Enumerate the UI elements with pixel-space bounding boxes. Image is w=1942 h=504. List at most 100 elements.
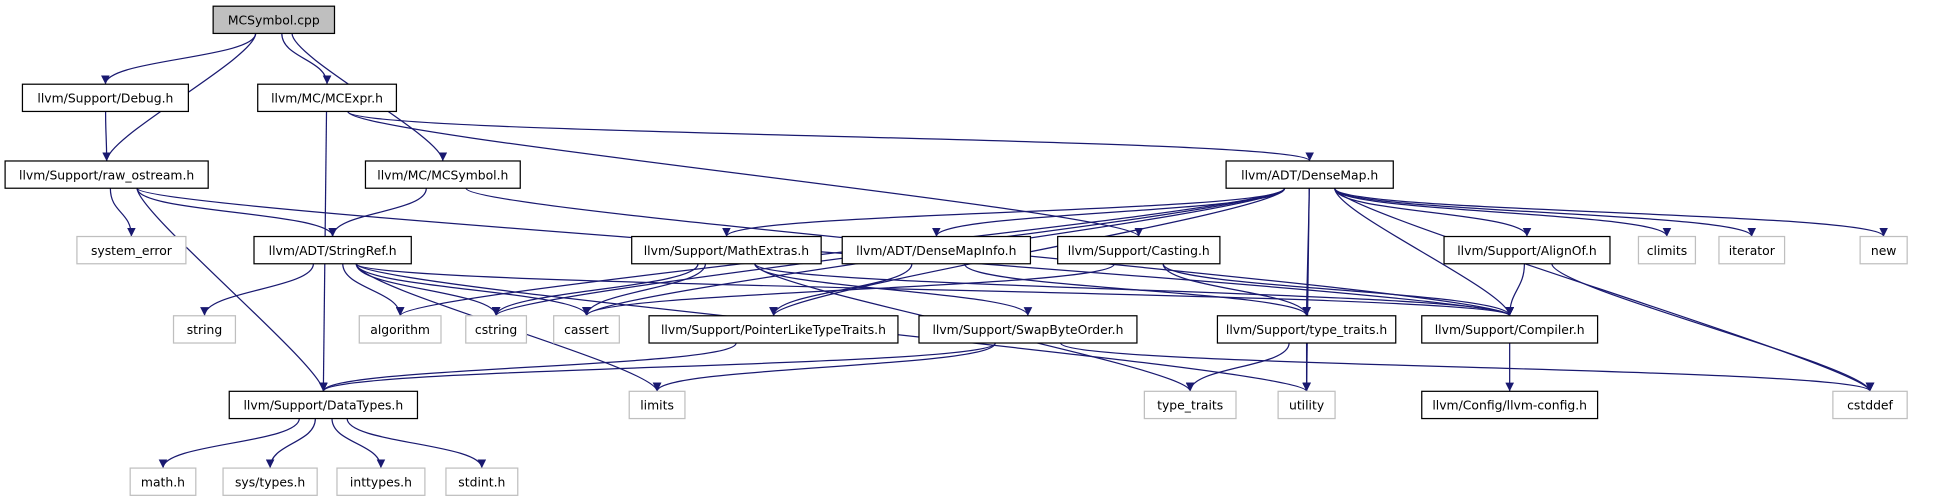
edge — [1334, 187, 1875, 392]
node-box — [1443, 235, 1611, 265]
node-box — [257, 83, 398, 113]
node-label: cassert — [564, 323, 609, 337]
node-box — [918, 315, 1138, 344]
edge — [102, 111, 111, 161]
node-box — [364, 160, 521, 189]
edge — [346, 418, 487, 469]
node-label: stdint.h — [458, 475, 505, 489]
edge — [722, 187, 1286, 238]
edge — [158, 418, 300, 469]
node-label: math.h — [141, 475, 185, 489]
node-label: llvm/Support/Casting.h — [1068, 244, 1210, 258]
node-box — [631, 235, 822, 265]
edge — [200, 263, 315, 316]
edge — [319, 342, 737, 392]
node-box — [253, 235, 412, 265]
node-label: llvm/ADT/StringRef.h — [269, 244, 397, 258]
node-label: llvm/Support/type_traits.h — [1226, 323, 1387, 337]
edge — [963, 263, 1311, 317]
node-label: sys/types.h — [235, 475, 305, 489]
node-box — [172, 315, 237, 344]
node-label: MCSymbol.cpp — [228, 14, 320, 28]
edge — [109, 188, 136, 237]
edge — [582, 263, 1116, 317]
edge — [1334, 188, 1514, 316]
edge — [355, 263, 1514, 317]
node-label: llvm/Support/PointerLikeTypeTraits.h — [661, 323, 886, 337]
node-label: llvm/Support/MathExtras.h — [644, 244, 809, 258]
node-label: system_error — [91, 244, 173, 258]
node-label: inttypes.h — [350, 475, 412, 489]
edge — [355, 263, 591, 317]
edge — [1334, 187, 1888, 238]
nodes: MCSymbol.cpp llvm/Support/Debug.h llvm/MC/… — [4, 5, 1908, 496]
edge — [265, 418, 316, 469]
edge — [319, 342, 996, 392]
edge — [136, 188, 337, 237]
edge — [347, 110, 1143, 238]
edge — [1302, 188, 1311, 316]
node-box — [76, 235, 187, 265]
edge — [1334, 188, 1532, 237]
node-label: llvm/Support/SwapByteOrder.h — [932, 323, 1123, 337]
node-box — [1859, 235, 1908, 265]
node-label: llvm/Support/DataTypes.h — [243, 399, 403, 413]
edge — [328, 188, 427, 237]
node-box — [1143, 390, 1237, 420]
edge — [331, 418, 386, 469]
edge — [281, 33, 332, 85]
node-label: llvm/Support/raw_ostream.h — [19, 168, 194, 182]
edge — [101, 33, 257, 85]
edge — [754, 263, 1033, 317]
edge — [136, 188, 328, 392]
edge — [652, 342, 996, 392]
node-label: llvm/MC/MCExpr.h — [271, 92, 383, 106]
edge — [1060, 342, 1875, 392]
node-box — [336, 467, 426, 496]
node-label: llvm/Support/Debug.h — [37, 92, 173, 106]
edge — [347, 110, 1314, 162]
node-label: llvm/ADT/DenseMapInfo.h — [856, 244, 1016, 258]
node-label: utility — [1289, 399, 1324, 413]
node-label: string — [187, 323, 223, 337]
node-box — [465, 315, 528, 344]
edge — [1334, 187, 1672, 237]
node-box — [222, 467, 318, 496]
node-label: llvm/Config/llvm-config.h — [1432, 399, 1587, 413]
node-label: new — [1871, 244, 1897, 258]
node-label: llvm/MC/MCSymbol.h — [377, 168, 508, 182]
node-label: llvm/ADT/DenseMap.h — [1241, 168, 1378, 182]
edge — [136, 187, 1514, 317]
node-label: cstddef — [1847, 399, 1893, 413]
node-box — [1277, 390, 1336, 420]
node-label: type_traits — [1157, 399, 1223, 413]
edge — [1162, 263, 1311, 316]
node-box — [21, 83, 189, 113]
node-label: llvm/Support/AlignOf.h — [1457, 244, 1597, 258]
node-box — [1225, 160, 1394, 189]
node-box — [1421, 390, 1599, 420]
node-box — [358, 315, 442, 344]
node-box — [553, 315, 620, 344]
edge — [1185, 342, 1290, 392]
edge — [1162, 263, 1514, 317]
node-box — [648, 315, 899, 344]
node-label: llvm/Support/Compiler.h — [1435, 323, 1585, 337]
node-label: algorithm — [370, 323, 430, 337]
node-box — [445, 467, 519, 496]
node-box — [228, 390, 419, 420]
node-box — [1637, 235, 1697, 265]
edge — [491, 263, 699, 316]
edge — [1551, 263, 1875, 392]
node-box — [1057, 235, 1221, 265]
node-box — [1832, 390, 1908, 420]
node-box — [628, 390, 686, 420]
node-box — [1718, 235, 1786, 265]
node-label: iterator — [1729, 244, 1776, 258]
node-box — [129, 467, 197, 496]
edge — [1505, 263, 1526, 316]
node-box — [4, 160, 209, 189]
node-label: climits — [1647, 244, 1687, 258]
